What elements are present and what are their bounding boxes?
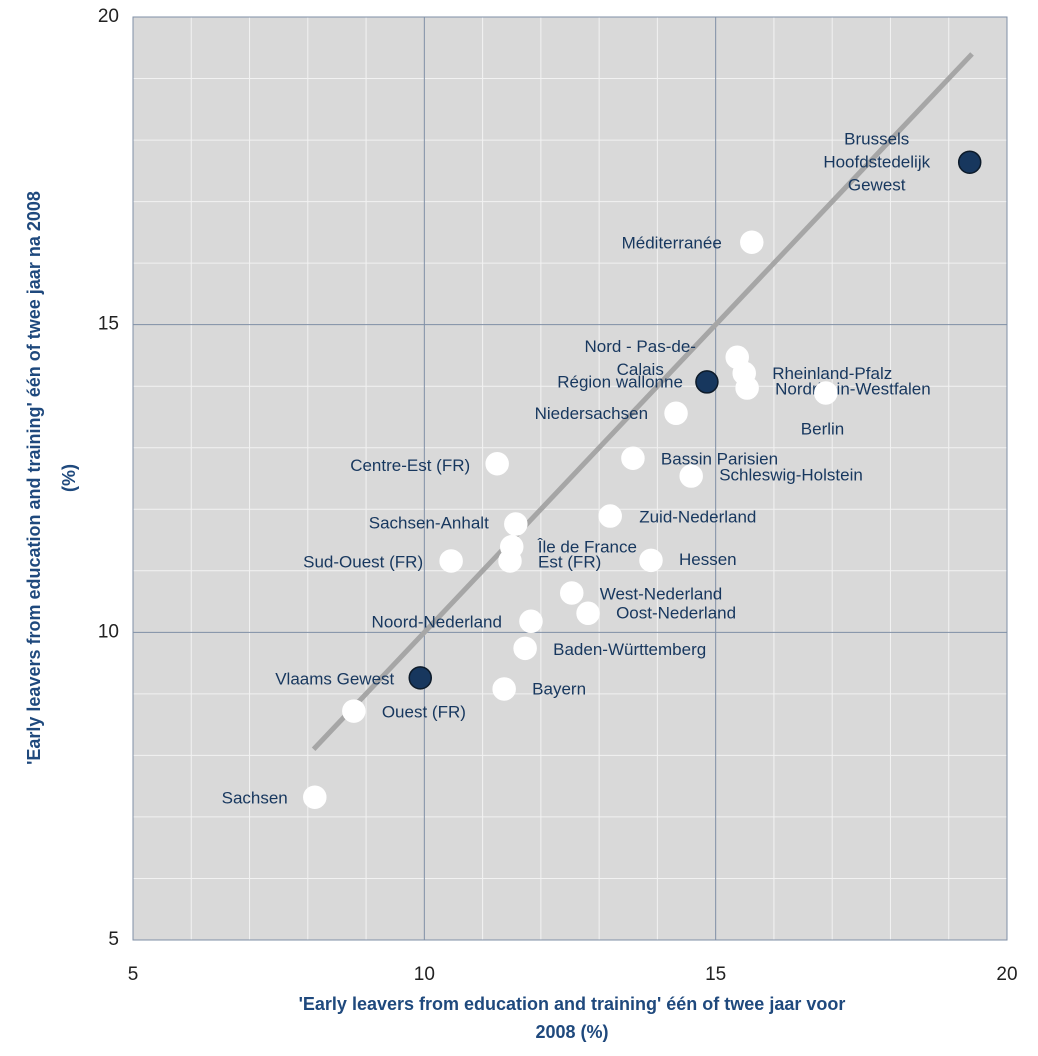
point-label: Brussels xyxy=(844,130,909,149)
point-label: Nord - Pas-de- xyxy=(584,337,695,356)
y-axis-label: 'Early leavers from education and traini… xyxy=(24,191,44,765)
point-label: Méditerranée xyxy=(622,234,722,253)
y-tick-label: 10 xyxy=(98,621,119,642)
y-axis-label: (%) xyxy=(59,464,79,492)
point-label: Est (FR) xyxy=(538,552,601,571)
point xyxy=(576,601,600,626)
point-label: Sachsen-Anhalt xyxy=(369,514,489,533)
point xyxy=(695,370,719,394)
point-label: Berlin xyxy=(801,419,844,438)
point xyxy=(639,548,663,573)
point-label: West-Nederland xyxy=(600,584,723,603)
point-label: Gewest xyxy=(848,176,906,195)
point xyxy=(342,699,366,723)
point xyxy=(492,677,516,701)
point-label: Niedersachsen xyxy=(535,404,648,423)
point-label: Oost-Nederland xyxy=(616,604,736,623)
point xyxy=(485,451,509,476)
trend-line xyxy=(311,52,974,751)
point xyxy=(735,376,759,400)
point xyxy=(513,636,537,661)
point xyxy=(664,401,688,426)
point-label: Vlaams Gewest xyxy=(275,669,394,688)
point xyxy=(439,549,463,573)
y-tick-label: 20 xyxy=(98,6,119,27)
point-label: Baden-Württemberg xyxy=(553,640,706,659)
point xyxy=(598,504,622,528)
point-label: Hoofdstedelijk xyxy=(823,153,930,172)
point-label: Bayern xyxy=(532,679,586,698)
point xyxy=(559,581,584,605)
point-label: Rheinland-Pfalz xyxy=(772,364,892,383)
point-label: Noord-Nederland xyxy=(372,613,502,632)
point-label: Île de France xyxy=(537,537,637,556)
point xyxy=(504,512,528,536)
x-tick-label: 10 xyxy=(414,964,435,985)
point-label: Zuid-Nederland xyxy=(639,508,756,527)
point-label: Ouest (FR) xyxy=(382,703,466,722)
x-axis-label: 2008 (%) xyxy=(535,1022,608,1042)
point xyxy=(814,381,838,405)
point-label: Bassin Parisien xyxy=(661,450,778,469)
y-tick-label: 5 xyxy=(108,929,119,950)
point-label: Hessen xyxy=(679,550,737,569)
point xyxy=(679,464,703,488)
x-axis-label: 'Early leavers from education and traini… xyxy=(299,994,846,1014)
x-tick-label: 5 xyxy=(128,964,139,985)
point xyxy=(498,549,522,573)
point-label: Sachsen xyxy=(222,789,288,808)
point xyxy=(621,446,645,470)
point xyxy=(303,785,327,809)
point-label: Région wallonne xyxy=(557,372,683,391)
point xyxy=(408,666,433,690)
point xyxy=(740,230,764,254)
y-tick-label: 15 xyxy=(98,314,119,335)
point xyxy=(519,609,543,634)
x-tick-label: 15 xyxy=(705,964,726,985)
point-label: Nordrhein-Westfalen xyxy=(775,380,931,399)
plot-border xyxy=(132,16,1008,941)
point-label: Schleswig-Holstein xyxy=(719,466,863,485)
point xyxy=(957,150,982,174)
point-label: Sud-Ouest (FR) xyxy=(303,552,423,571)
point-label: Centre-Est (FR) xyxy=(350,456,470,475)
x-tick-label: 20 xyxy=(996,964,1017,985)
point-label: Calais xyxy=(617,360,664,379)
